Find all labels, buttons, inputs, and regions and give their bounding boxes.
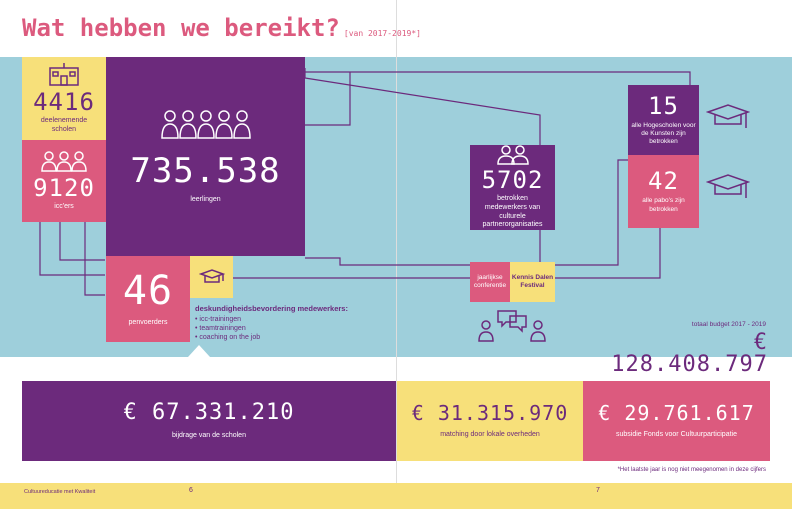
partners-stat: 5702 betrokken medewerkers van culturele… <box>470 145 555 230</box>
pabos-label: alle pabo's zijn betrokken <box>642 197 685 213</box>
hogescholen-stat: 15 alle Hogescholen voor de Kunsten zijn… <box>628 85 699 155</box>
page-number-left: 6 <box>189 487 193 494</box>
school-icon <box>49 63 79 86</box>
page-title: Wat hebben we bereikt? [van 2017-2019*] <box>22 14 421 42</box>
schools-value: 4416 <box>33 88 95 117</box>
partners-label: betrokken medewerkers van culturele part… <box>482 195 543 229</box>
penvoerders-label: penvoerders <box>128 318 168 326</box>
conference-label: jaarlijkse conferentie <box>473 273 507 289</box>
fonds-budget-label: subsidie Fonds voor Cultuurparticipatie <box>615 430 737 438</box>
hogescholen-value: 15 <box>648 91 679 120</box>
footnote: *Het laatste jaar is nog niet meegenomen… <box>617 467 766 473</box>
footer-brand: Cultuureducatie met Kwaliteit <box>24 489 96 495</box>
schools-budget-value: € 67.331.210 <box>123 399 295 425</box>
people-icon <box>41 151 87 172</box>
footer-bar <box>0 483 792 509</box>
list-item: • coaching on the job <box>195 334 261 342</box>
penvoerders-stat: 46 penvoerders <box>106 256 190 342</box>
students-value: 735.538 <box>130 151 281 192</box>
group-icon <box>160 110 251 139</box>
schools-budget-label: bijdrage van de scholen <box>172 431 246 439</box>
title-period: [van 2017-2019*] <box>343 29 421 38</box>
local-budget: € 31.315.970 matching door lokale overhe… <box>397 381 583 461</box>
iccers-value: 9120 <box>33 174 95 203</box>
total-budget-value: € 128.408.797 <box>611 330 768 377</box>
conference-box: jaarlijkse conferentie <box>470 262 510 302</box>
page-number-right: 7 <box>596 487 600 494</box>
students-stat: 735.538 leerlingen <box>106 57 305 256</box>
iccers-label: icc'ers <box>54 203 74 211</box>
iccers-stat: 9120 icc'ers <box>22 140 106 222</box>
students-label: leerlingen <box>190 196 221 204</box>
list-item: • icc-trainingen <box>195 316 242 323</box>
training-heading: deskundigheidsbevordering medewerkers: <box>195 304 348 313</box>
pointer-triangle <box>188 345 210 357</box>
page-divider <box>396 0 397 509</box>
training-info: deskundigheidsbevordering medewerkers: •… <box>195 304 365 342</box>
pabos-stat: 42 alle pabo's zijn betrokken <box>628 155 699 228</box>
penvoerders-value: 46 <box>122 267 174 314</box>
list-item: • teamtrainingen <box>195 325 246 333</box>
graduation-cap-icon <box>706 104 750 128</box>
schools-stat: 4416 deelenemende scholen <box>22 57 106 140</box>
local-budget-label: matching door lokale overheden <box>440 430 540 438</box>
training-icon-box <box>190 256 233 298</box>
graduation-cap-icon <box>706 174 750 198</box>
fonds-budget-value: € 29.761.617 <box>598 400 755 425</box>
conversation-icon <box>478 310 546 342</box>
training-list: • icc-trainingen • teamtrainingen • coac… <box>195 315 365 342</box>
graduation-cap-icon <box>198 269 225 283</box>
schools-budget: € 67.331.210 bijdrage van de scholen <box>22 381 396 461</box>
two-people-icon <box>496 145 529 165</box>
hogescholen-label: alle Hogescholen voor de Kunsten zijn be… <box>631 121 696 146</box>
festival-label: Kennis Dalen Festival <box>511 273 554 289</box>
pabos-value: 42 <box>648 167 679 196</box>
title-text: Wat hebben we bereikt? <box>22 14 340 42</box>
fonds-budget: € 29.761.617 subsidie Fonds voor Cultuur… <box>583 381 770 461</box>
partners-value: 5702 <box>481 166 544 194</box>
schools-label: deelenemende scholen <box>40 117 88 133</box>
local-budget-value: € 31.315.970 <box>411 400 569 425</box>
total-budget-label: totaal budget 2017 - 2019 <box>691 321 766 328</box>
festival-box: Kennis Dalen Festival <box>510 262 555 302</box>
